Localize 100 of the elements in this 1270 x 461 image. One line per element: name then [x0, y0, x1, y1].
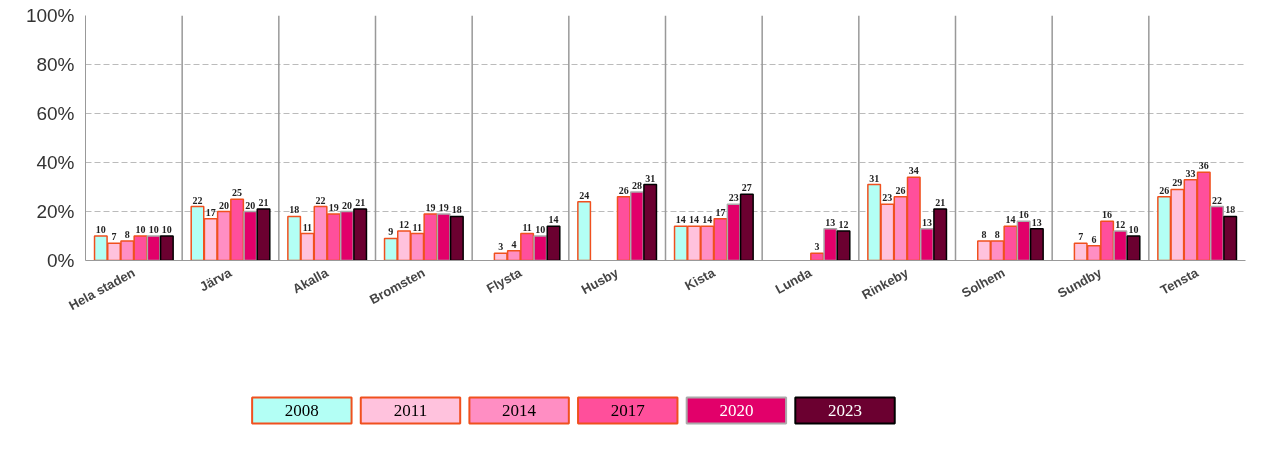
- data-label: 17: [715, 206, 726, 218]
- text: 2017: [610, 401, 646, 420]
- data-label: 23: [882, 192, 893, 204]
- data-label: 26: [895, 184, 906, 196]
- data-label: 7: [111, 231, 117, 243]
- data-label: 22: [315, 194, 326, 206]
- data-label: 26: [1159, 184, 1170, 196]
- data-label: 21: [355, 197, 366, 209]
- data-label: 18: [289, 204, 300, 216]
- data-label: 10: [135, 224, 146, 235]
- bar: [919, 227, 935, 261]
- data-label: 29: [1172, 177, 1183, 189]
- bar: [1126, 235, 1141, 261]
- data-label: 19: [328, 201, 339, 213]
- bar: [146, 235, 161, 261]
- data-label: 34: [908, 165, 919, 177]
- bar: [546, 225, 561, 261]
- x-tick-label: Järva: [197, 264, 235, 295]
- data-label: 12: [838, 219, 849, 231]
- data-label: 31: [869, 172, 880, 184]
- data-label: 4: [511, 238, 517, 250]
- data-label: 21: [258, 197, 269, 209]
- data-label: 13: [921, 216, 932, 228]
- data-label: 20: [245, 199, 256, 211]
- data-label: 6: [1091, 233, 1097, 245]
- data-label: 22: [192, 194, 203, 206]
- data-label: 16: [1018, 209, 1029, 221]
- data-label: 25: [232, 187, 243, 199]
- data-label: 21: [935, 197, 946, 209]
- bar: [1223, 215, 1238, 261]
- bar: [577, 200, 592, 261]
- bar: [643, 183, 658, 261]
- data-label: 36: [1198, 160, 1209, 172]
- data-label: 23: [728, 192, 739, 204]
- data-label: 16: [1102, 209, 1113, 221]
- data-label: 28: [631, 179, 642, 191]
- data-label: 18: [1225, 204, 1236, 216]
- data-label: 20: [341, 199, 352, 211]
- bar: [823, 227, 838, 261]
- data-label: 3: [814, 241, 820, 253]
- data-label: 26: [618, 184, 629, 196]
- data-label: 24: [579, 189, 590, 201]
- data-label: 10: [95, 224, 106, 235]
- bar: [1029, 227, 1044, 261]
- text: 2008: [284, 401, 319, 420]
- y-tick-label: 100%: [25, 5, 75, 26]
- text: 2023: [828, 401, 863, 420]
- bar: [810, 252, 825, 261]
- y-tick-label: 80%: [36, 54, 75, 75]
- data-label: 22: [1211, 194, 1222, 206]
- y-tick-label: 20%: [36, 201, 75, 222]
- data-label: 17: [205, 206, 216, 218]
- data-label: 11: [522, 221, 532, 233]
- bar: [629, 191, 645, 261]
- data-label: 7: [1078, 231, 1084, 243]
- data-label: 10: [535, 224, 546, 235]
- data-label: 18: [451, 204, 462, 216]
- data-label: 8: [981, 228, 987, 240]
- data-label: 19: [425, 201, 436, 213]
- y-tick-label: 60%: [36, 103, 75, 124]
- bar: [159, 235, 174, 261]
- y-tick-label: 40%: [36, 152, 75, 173]
- bar: [353, 208, 368, 261]
- data-label: 11: [302, 221, 313, 233]
- data-label: 8: [124, 228, 130, 240]
- data-label: 10: [1128, 224, 1139, 235]
- data-label: 14: [548, 214, 559, 226]
- text: 2014: [502, 401, 537, 420]
- bar: [1209, 205, 1225, 261]
- data-label: 8: [994, 228, 1000, 240]
- data-label: 14: [675, 214, 686, 226]
- bar: [616, 196, 631, 261]
- bar: [933, 208, 948, 261]
- data-label: 12: [399, 219, 410, 231]
- bar: [726, 203, 741, 261]
- data-label: 19: [438, 201, 449, 213]
- bar: [533, 235, 548, 261]
- text: 2011: [393, 401, 428, 420]
- data-label: 33: [1185, 167, 1196, 179]
- data-label: 10: [148, 224, 159, 235]
- data-label: 27: [741, 182, 752, 194]
- x-tick-label: Kista: [682, 264, 719, 294]
- bar: [739, 193, 754, 261]
- y-tick-label: 0%: [47, 250, 75, 271]
- bar: [449, 215, 464, 261]
- data-label: 14: [689, 214, 700, 226]
- data-label: 12: [1115, 219, 1126, 231]
- data-label: 3: [498, 241, 504, 253]
- bar: [1113, 230, 1128, 261]
- data-label: 13: [825, 216, 836, 228]
- bar: [836, 230, 851, 261]
- data-label: 14: [702, 214, 713, 226]
- data-label: 11: [412, 221, 422, 233]
- bar: [436, 213, 451, 261]
- data-label: 20: [218, 199, 229, 211]
- bar: [339, 210, 355, 261]
- data-label: 9: [388, 226, 394, 238]
- data-label: 13: [1031, 216, 1042, 228]
- bar: [1016, 220, 1031, 261]
- bar: [256, 208, 271, 261]
